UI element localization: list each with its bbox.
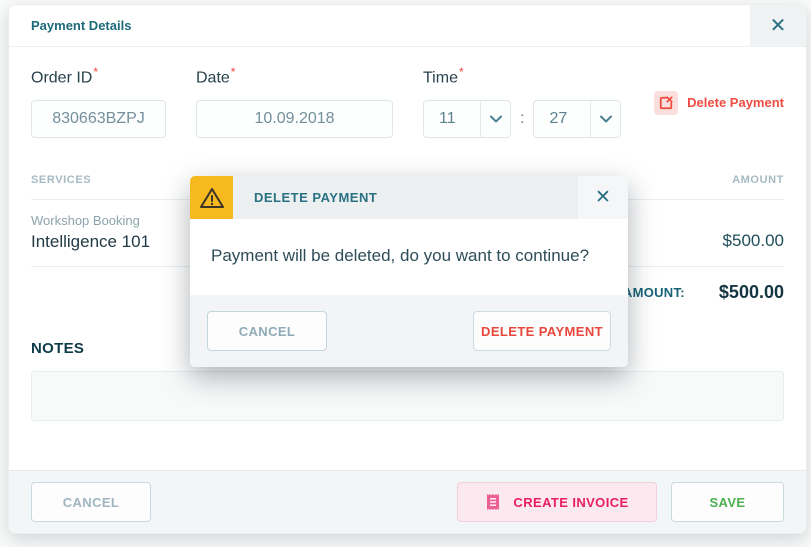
order-id-label: Order ID* [31,65,99,87]
hour-select[interactable]: 11 [423,100,511,139]
payment-form-row: Order ID* 830663BZPJ Date* 10.09.2018 Ti… [31,65,784,139]
chevron-down-icon [590,101,620,138]
time-label: Time* [423,65,464,87]
save-button[interactable]: SAVE [671,482,784,522]
service-name: Intelligence 101 [31,232,151,252]
dialog-body: Payment will be deleted, do you want to … [190,219,628,295]
date-field[interactable]: 10.09.2018 [196,100,393,139]
service-amount: $500.00 [722,231,784,251]
dialog-cancel-button[interactable]: CANCEL [207,311,327,351]
dialog-header: DELETE PAYMENT ✕ [190,176,628,219]
notes-input[interactable] [31,371,784,422]
modal-footer: CANCEL CREATE INVOICE SAVE [9,470,806,533]
date-group: Date* 10.09.2018 [196,65,393,139]
required-asterisk: * [458,65,464,79]
close-icon: ✕ [595,187,611,208]
table-header-row: SERVICES AMOUNT [31,174,784,199]
close-button[interactable]: ✕ [750,5,806,46]
dialog-footer: CANCEL DELETE PAYMENT [190,295,628,367]
order-id-field[interactable]: 830663BZPJ [31,100,166,139]
delete-payment-label: Delete Payment [687,95,784,110]
chevron-down-icon [480,101,510,138]
footer-actions: CREATE INVOICE SAVE [457,482,784,522]
time-group: Time* 11 : 27 [423,65,622,139]
total-row: AMOUNT: $500.00 [31,267,784,318]
delete-payment-dialog: DELETE PAYMENT ✕ Payment will be deleted… [190,176,628,367]
minute-value: 27 [549,110,568,128]
total-amount-label: AMOUNT: [622,285,685,301]
modal-header: Payment Details ✕ [9,5,806,47]
amount-column-header: AMOUNT [732,174,784,187]
time-separator: : [520,110,525,128]
dialog-title: DELETE PAYMENT [254,190,378,205]
order-id-group: Order ID* 830663BZPJ [31,65,166,139]
dialog-close-button[interactable]: ✕ [578,176,628,219]
total-amount-value: $500.00 [718,282,784,303]
service-category: Workshop Booking [31,213,140,229]
time-selects: 11 : 27 [423,100,622,139]
warning-icon [190,176,233,219]
table-row: Workshop Booking Intelligence 101 $500.0… [31,200,784,266]
delete-payment-link[interactable]: Delete Payment [654,91,784,138]
date-label: Date* [196,65,236,87]
required-asterisk: * [93,65,99,79]
close-icon: ✕ [769,14,787,37]
services-column-header: SERVICES [31,174,92,187]
receipt-icon [485,493,501,511]
service-cell: Workshop Booking Intelligence 101 [31,213,150,252]
minute-select[interactable]: 27 [533,100,622,139]
cancel-button[interactable]: CANCEL [31,482,151,522]
dialog-delete-payment-button[interactable]: DELETE PAYMENT [473,311,611,351]
delete-payment-icon [654,91,679,115]
payment-details-modal: Payment Details ✕ Order ID* 830663BZPJ D… [8,4,807,534]
create-invoice-button[interactable]: CREATE INVOICE [457,482,657,522]
create-invoice-label: CREATE INVOICE [513,494,629,510]
required-asterisk: * [230,65,236,79]
notes-label: NOTES [31,340,85,358]
notes-section: NOTES [31,340,784,426]
dialog-message: Payment will be deleted, do you want to … [211,246,590,265]
hour-value: 11 [439,110,456,128]
page-title: Payment Details [31,18,132,33]
modal-body: Order ID* 830663BZPJ Date* 10.09.2018 Ti… [9,47,806,470]
